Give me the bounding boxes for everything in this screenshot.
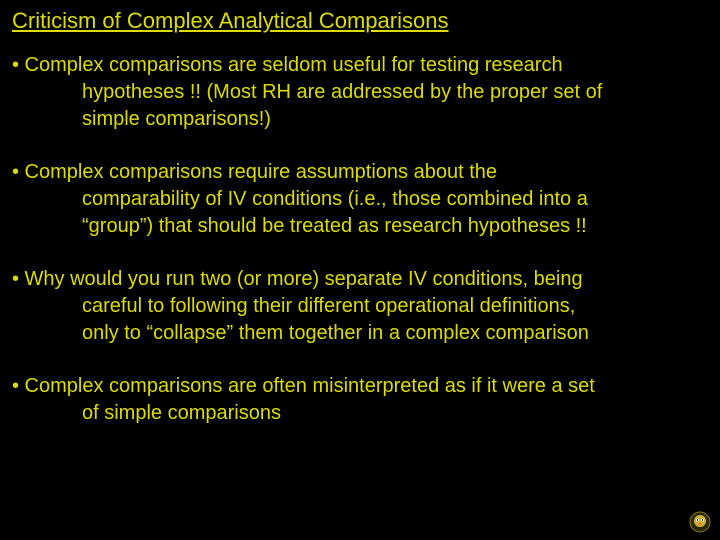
slide-container: Criticism of Complex Analytical Comparis… (0, 0, 720, 540)
bullet-text: “group”) that should be treated as resea… (12, 213, 708, 240)
bullet-text: careful to following their different ope… (12, 293, 708, 320)
cartoon-icon (688, 510, 712, 534)
bullet-text: comparability of IV conditions (i.e., th… (12, 186, 708, 213)
bullet-item: • Why would you run two (or more) separa… (12, 266, 708, 347)
bullet-text: • Complex comparisons require assumption… (12, 159, 708, 186)
bullet-text: • Complex comparisons are often misinter… (12, 373, 708, 400)
bullet-text: • Why would you run two (or more) separa… (12, 266, 708, 293)
bullet-item: • Complex comparisons are often misinter… (12, 373, 708, 427)
slide-title: Criticism of Complex Analytical Comparis… (12, 8, 708, 34)
bullet-text: only to “collapse” them together in a co… (12, 320, 708, 347)
bullet-text: simple comparisons!) (12, 106, 708, 133)
bullet-item: • Complex comparisons require assumption… (12, 159, 708, 240)
bullet-item: • Complex comparisons are seldom useful … (12, 52, 708, 133)
bullet-text: of simple comparisons (12, 400, 708, 427)
bullet-text: hypotheses !! (Most RH are addressed by … (12, 79, 708, 106)
bullet-text: • Complex comparisons are seldom useful … (12, 52, 708, 79)
